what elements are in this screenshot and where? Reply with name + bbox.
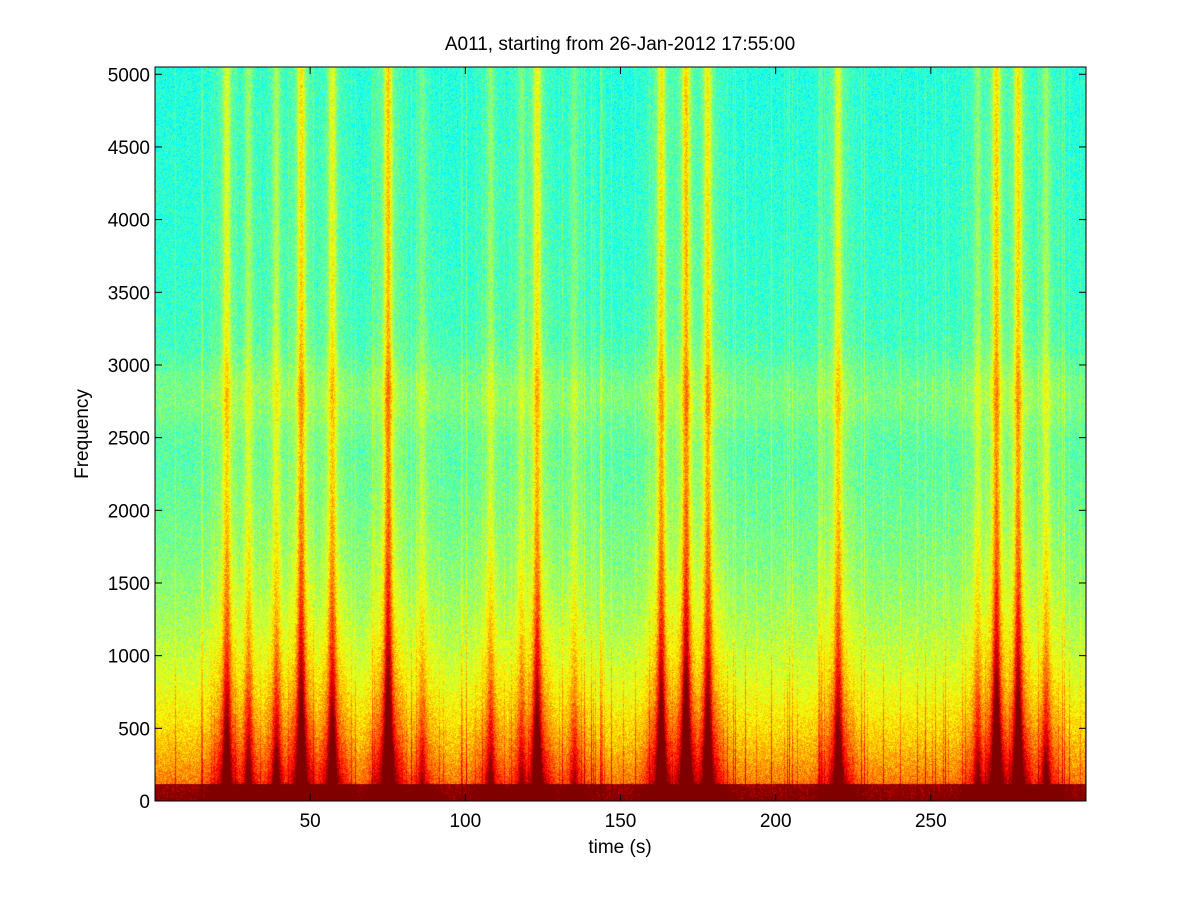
x-tick-label: 250 (915, 811, 947, 832)
y-tick-label: 1000 (108, 647, 150, 668)
y-tick-label: 3000 (108, 356, 150, 377)
y-tick-label: 3500 (108, 283, 150, 304)
x-tick-label: 200 (760, 811, 792, 832)
y-tick-label: 4000 (108, 211, 150, 232)
x-axis-label: time (s) (588, 837, 651, 858)
y-tick-label: 4500 (108, 138, 150, 159)
y-tick-label: 2500 (108, 429, 150, 450)
x-tick-label: 100 (449, 811, 481, 832)
x-tick-label: 150 (605, 811, 637, 832)
y-tick-label: 1500 (108, 574, 150, 595)
spectrogram-heatmap (155, 67, 1086, 801)
x-axis-ticks: 50 100 150 200 250 (300, 67, 947, 832)
x-tick-label: 50 (300, 811, 321, 832)
chart-title: A011, starting from 26-Jan-2012 17:55:00 (445, 34, 795, 55)
y-tick-label: 500 (118, 719, 150, 740)
y-axis-ticks: 0 500 1000 1500 2000 2500 3000 3500 4000 4500 5000 (108, 65, 1086, 813)
y-tick-label: 2000 (108, 501, 150, 522)
y-axis-label: Frequency (72, 389, 93, 479)
y-tick-label: 0 (139, 792, 150, 813)
y-tick-label: 5000 (108, 65, 150, 86)
